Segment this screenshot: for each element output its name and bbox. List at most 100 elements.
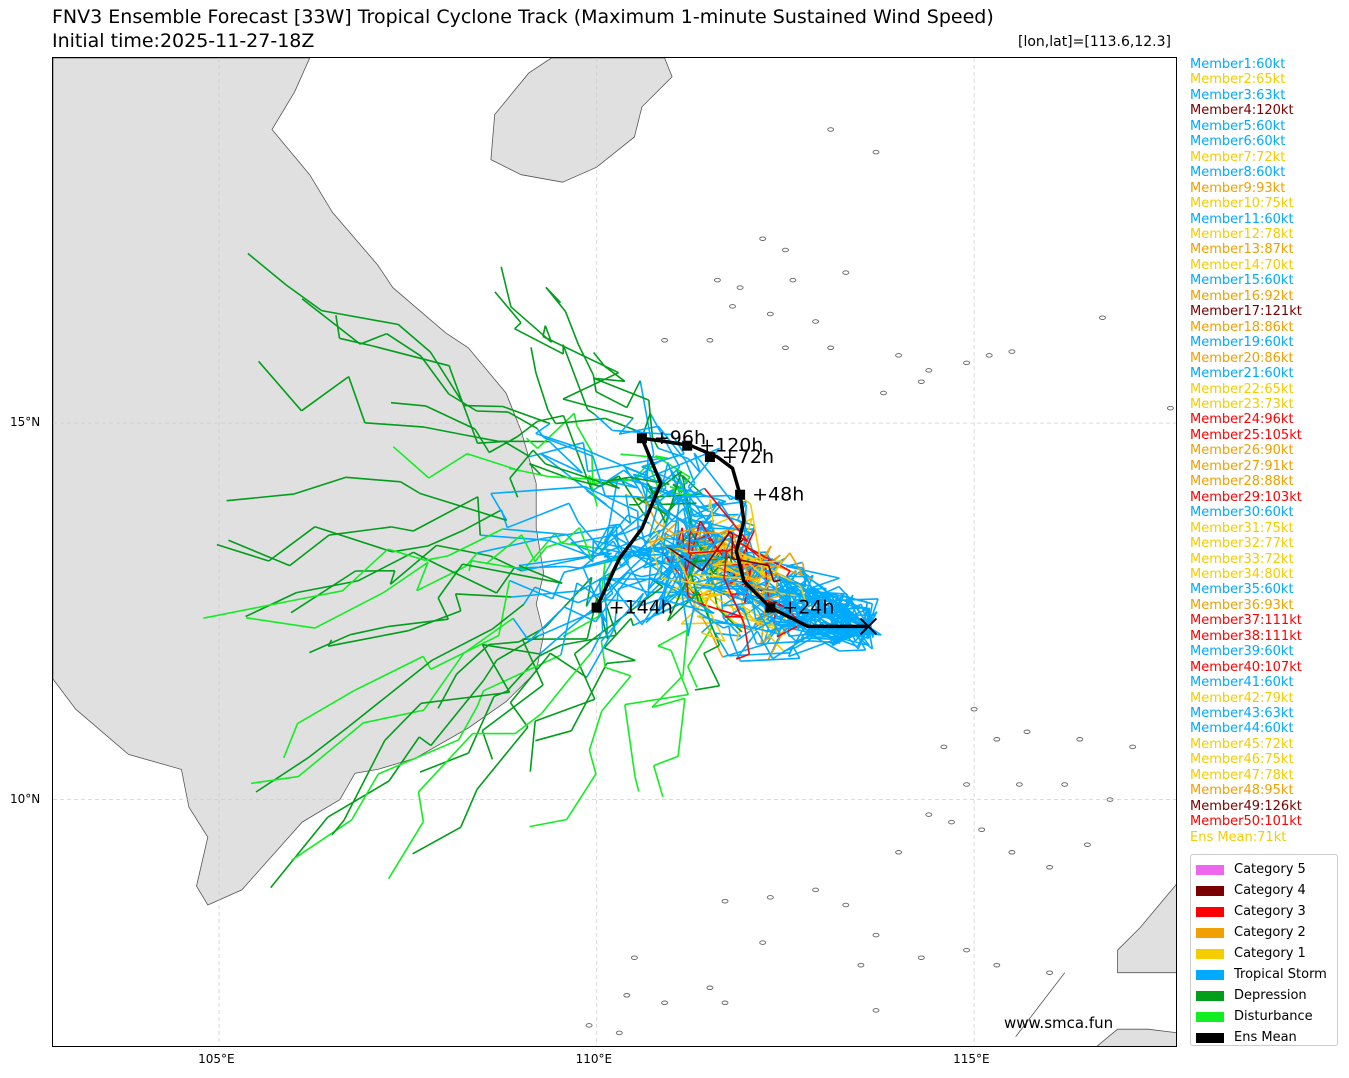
- legend-swatch: [1196, 990, 1224, 1001]
- member-track-segment: [477, 537, 543, 554]
- member-track-segment: [769, 616, 781, 635]
- ens-mean-marker: [765, 602, 776, 613]
- member-track-segment: [490, 485, 586, 495]
- member-track-segment: [800, 587, 809, 609]
- island-25: [993, 737, 1001, 742]
- member-track-segment: [709, 520, 717, 540]
- member-track-segment: [463, 509, 502, 531]
- member-intensity-list: Member1:60kt Member2:65kt Member3:63kt Memb…: [1190, 57, 1348, 845]
- member-track-segment: [768, 565, 775, 582]
- member-track-segment: [290, 570, 356, 614]
- legend-swatch: [1196, 927, 1224, 938]
- member-track-segment: [682, 590, 696, 611]
- island-52: [623, 993, 631, 998]
- member-track-segment: [739, 525, 756, 552]
- member-track-segment: [495, 567, 515, 594]
- ens-mean-time-label: +48h: [752, 484, 804, 506]
- member-track-segment: [384, 702, 422, 741]
- member-intensity-item: Member31:75kt: [1190, 520, 1294, 536]
- member-track-segment: [523, 586, 536, 605]
- member-track-segment: [780, 579, 811, 587]
- member-track-segment: [392, 545, 428, 553]
- member-track-segment: [652, 765, 664, 798]
- island-29: [1061, 782, 1069, 787]
- member-track-segment: [633, 548, 639, 556]
- ens-mean-time-label: +72h: [722, 446, 774, 468]
- island-15: [917, 379, 925, 384]
- member-intensity-item: Member3:63kt: [1190, 87, 1286, 103]
- member-track-segment: [548, 441, 583, 474]
- island-12: [985, 353, 993, 358]
- member-track-segment: [699, 520, 717, 547]
- island-11: [963, 360, 971, 366]
- member-track-segment: [794, 637, 814, 649]
- member-track-segment: [348, 695, 388, 728]
- member-track-segment: [693, 600, 743, 618]
- member-track-segment: [694, 609, 724, 629]
- member-track-segment: [600, 478, 638, 489]
- member-track-segment: [563, 606, 597, 623]
- member-intensity-item: Member18:86kt: [1190, 319, 1294, 335]
- member-track-segment: [502, 405, 551, 425]
- member-track-segment: [347, 376, 366, 424]
- member-track-segment: [562, 371, 619, 400]
- member-track-segment: [677, 698, 686, 757]
- legend-label: Category 1: [1234, 946, 1306, 961]
- island-2: [759, 236, 767, 241]
- member-track-segment: [359, 332, 387, 345]
- member-track-segment: [805, 621, 824, 638]
- member-track-segment: [691, 573, 744, 580]
- island-5: [766, 311, 774, 317]
- member-track-segment: [624, 693, 689, 706]
- member-track-segment: [421, 691, 510, 705]
- land-layer: [53, 58, 1176, 1046]
- x-tick-label: 105°E: [198, 1052, 235, 1066]
- member-track-segment: [729, 636, 742, 662]
- member-track-segment: [377, 739, 460, 775]
- member-track-segment: [742, 624, 781, 635]
- member-track-segment: [567, 592, 614, 631]
- member-track-segment: [283, 723, 299, 759]
- member-track-segment: [579, 561, 630, 592]
- member-track-segment: [786, 565, 840, 579]
- member-track-segment: [664, 471, 683, 524]
- legend-swatch: [1196, 906, 1224, 917]
- member-track-segment: [387, 618, 449, 628]
- member-track-segment: [588, 749, 597, 775]
- member-track-segment: [549, 652, 588, 679]
- member-track-segment: [545, 286, 562, 304]
- member-track-segment: [587, 408, 596, 416]
- member-track-segment: [554, 533, 563, 544]
- legend-swatch: [1196, 1011, 1224, 1022]
- member-track-segment: [743, 623, 751, 655]
- member-track-segment: [595, 390, 628, 409]
- member-track-segment: [740, 542, 791, 572]
- member-track-segment: [725, 550, 774, 581]
- member-track-segment: [464, 434, 499, 443]
- member-track-segment: [537, 412, 575, 449]
- legend-entry: Ens Mean: [1196, 1027, 1337, 1048]
- member-track-segment: [570, 532, 626, 544]
- member-track-segment: [412, 826, 462, 855]
- member-track-segment: [592, 351, 606, 367]
- member-track-segment: [437, 673, 458, 709]
- member-track-segment: [832, 598, 879, 602]
- island-19: [661, 338, 669, 343]
- member-track-segment: [542, 526, 615, 540]
- member-track-segment: [784, 598, 840, 630]
- member-intensity-item: Member23:73kt: [1190, 396, 1294, 412]
- member-track-segment: [604, 478, 619, 546]
- member-track-segment: [604, 365, 626, 382]
- member-track-segment: [739, 550, 778, 568]
- member-track-segment: [532, 449, 546, 465]
- member-track-segment: [600, 592, 645, 642]
- member-track-segment: [682, 484, 692, 532]
- track-map[interactable]: +24h +48h +72h +96h +120h +144h: [52, 57, 1177, 1047]
- member-track-segment: [509, 702, 529, 728]
- member-track-segment: [309, 633, 351, 654]
- member-track-segment: [772, 636, 807, 660]
- member-track-segment: [736, 653, 750, 660]
- ens-mean-time-label: +144h: [609, 597, 673, 619]
- member-track-segment: [831, 604, 838, 621]
- member-intensity-item: Member43:63kt: [1190, 706, 1294, 722]
